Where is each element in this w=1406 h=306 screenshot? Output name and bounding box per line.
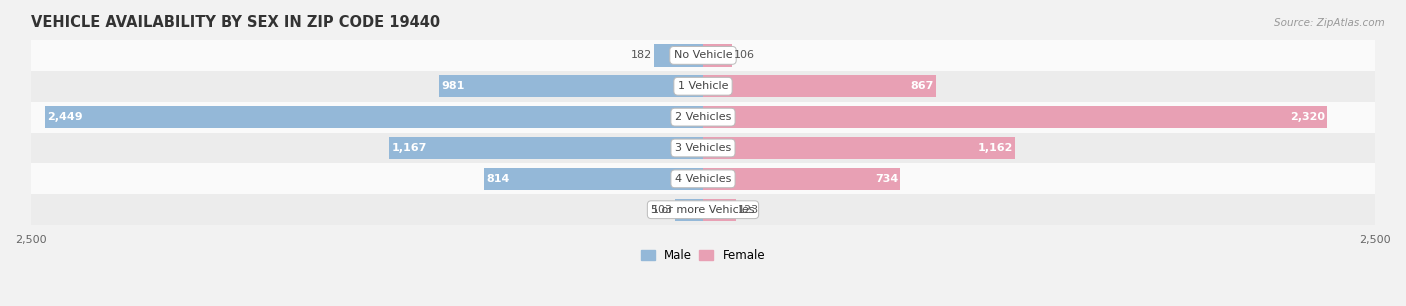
Text: 4 Vehicles: 4 Vehicles (675, 174, 731, 184)
Bar (703, 199, 737, 221)
Text: 981: 981 (441, 81, 465, 91)
Text: VEHICLE AVAILABILITY BY SEX IN ZIP CODE 19440: VEHICLE AVAILABILITY BY SEX IN ZIP CODE … (31, 15, 440, 30)
Text: 106: 106 (734, 50, 755, 60)
Text: 814: 814 (486, 174, 509, 184)
Bar (4, 132, 1402, 163)
Text: 2,320: 2,320 (1289, 112, 1324, 122)
Bar (4, 71, 1402, 102)
Bar (703, 137, 1015, 159)
Bar (703, 44, 731, 66)
Text: 1,167: 1,167 (391, 143, 427, 153)
Bar (675, 199, 703, 221)
Legend: Male, Female: Male, Female (636, 244, 770, 267)
Bar (703, 106, 1327, 128)
Bar (45, 106, 703, 128)
Text: 182: 182 (631, 50, 652, 60)
Bar (484, 168, 703, 190)
Text: 1 Vehicle: 1 Vehicle (678, 81, 728, 91)
Bar (389, 137, 703, 159)
Text: 5 or more Vehicles: 5 or more Vehicles (651, 205, 755, 215)
Text: 103: 103 (652, 205, 673, 215)
Text: 734: 734 (875, 174, 898, 184)
Text: 1,162: 1,162 (979, 143, 1014, 153)
Bar (703, 75, 936, 97)
Text: No Vehicle: No Vehicle (673, 50, 733, 60)
Text: Source: ZipAtlas.com: Source: ZipAtlas.com (1274, 18, 1385, 28)
Bar (4, 102, 1402, 132)
Text: 2 Vehicles: 2 Vehicles (675, 112, 731, 122)
Bar (4, 163, 1402, 194)
Text: 3 Vehicles: 3 Vehicles (675, 143, 731, 153)
Text: 867: 867 (911, 81, 934, 91)
Bar (654, 44, 703, 66)
Bar (4, 40, 1402, 71)
Text: 123: 123 (738, 205, 759, 215)
Text: 2,449: 2,449 (46, 112, 83, 122)
Bar (439, 75, 703, 97)
Bar (4, 194, 1402, 225)
Bar (703, 168, 900, 190)
